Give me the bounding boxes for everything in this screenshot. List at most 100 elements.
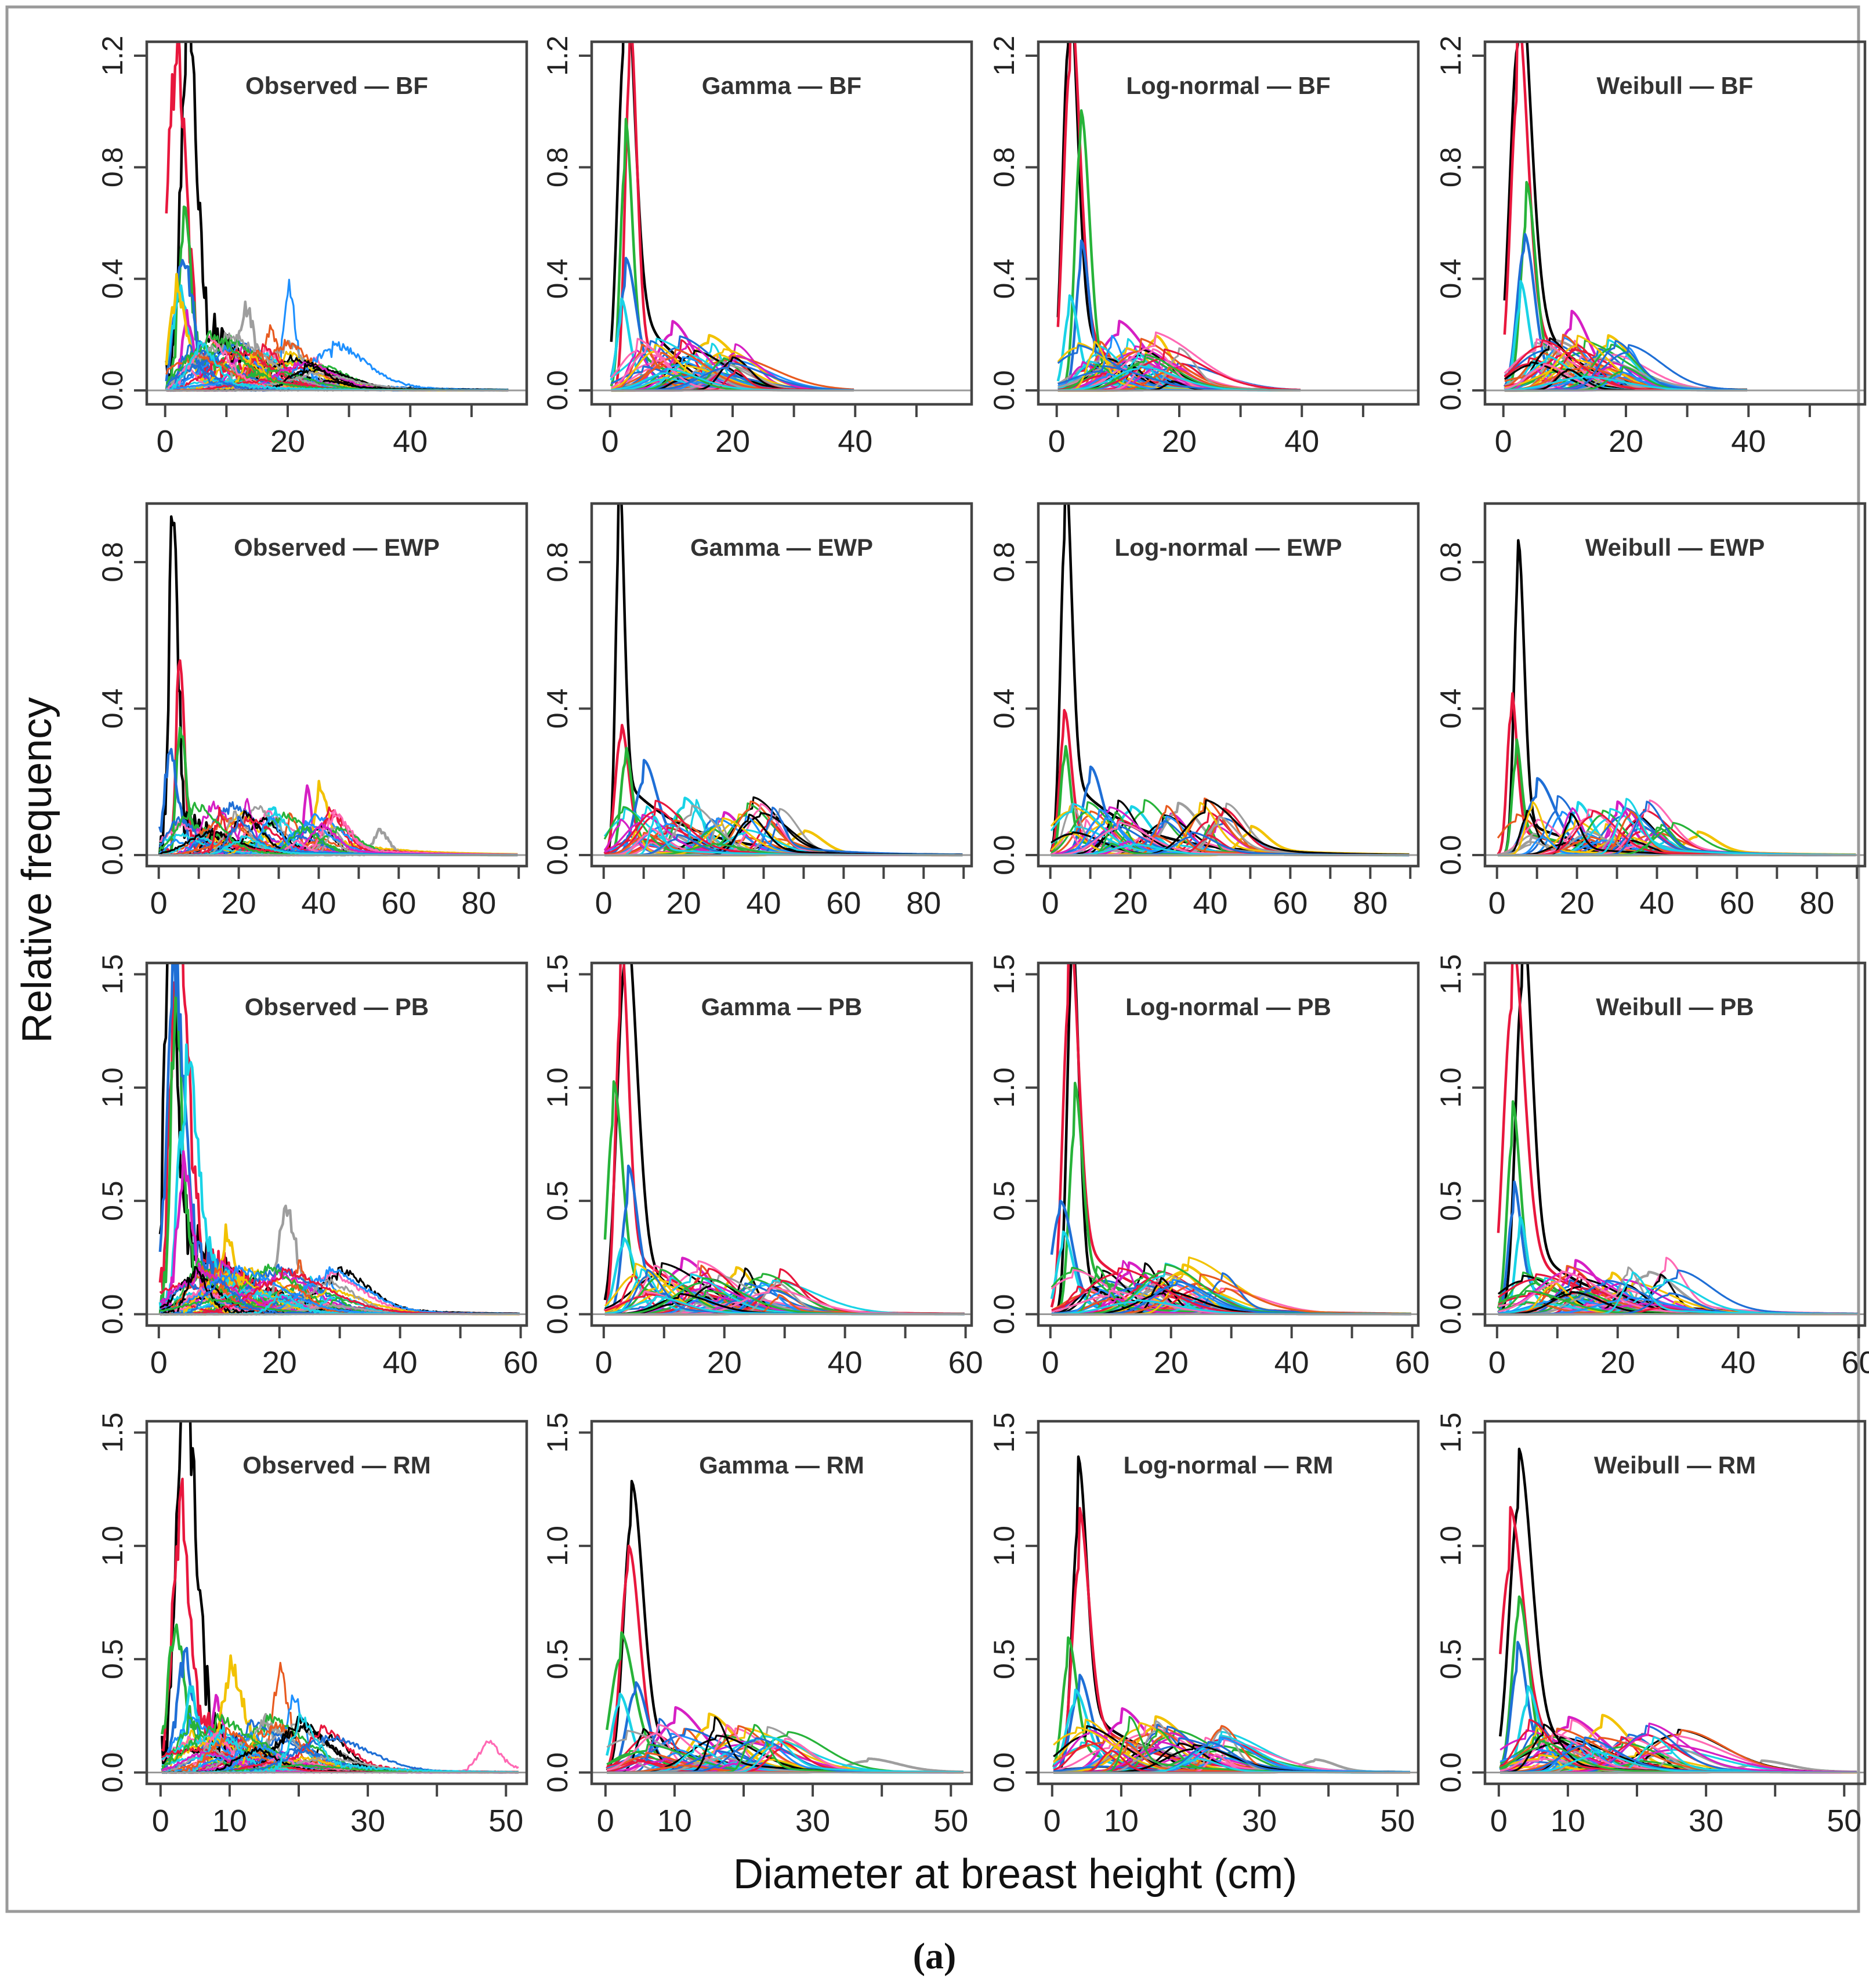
y-tick-label: 0.0: [1435, 370, 1467, 411]
x-tick-label: 20: [707, 1345, 742, 1380]
plot-frame: [1483, 40, 1867, 406]
series-line: [1504, 180, 1747, 392]
x-tick-label: 50: [488, 1804, 523, 1838]
y-tick-label: 0.8: [988, 147, 1020, 188]
x-tick-label: 50: [1827, 1804, 1861, 1838]
series-line: [1497, 963, 1858, 1316]
x-tick-label: 10: [1551, 1804, 1585, 1838]
x-tick-label: 80: [461, 886, 496, 921]
y-tick-label: 0.0: [1435, 1752, 1467, 1793]
plot-frame: [590, 502, 973, 868]
series-group: [1052, 1455, 1410, 1774]
y-tick-label: 0.4: [1435, 689, 1467, 729]
figure-caption: (a): [912, 1935, 957, 1976]
chart-panel: 0 10 30 50 0.0 0.5 1.0 1.5 Gamma — RM: [541, 1413, 973, 1838]
panel-title: Gamma — BF: [702, 72, 861, 99]
x-tick-label: 0: [602, 424, 619, 459]
x-tick-label: 40: [383, 1345, 418, 1380]
plot-frame: [1037, 1420, 1420, 1786]
x-tick-label: 60: [1842, 1345, 1869, 1380]
series-line: [603, 1080, 965, 1316]
series-line: [1498, 963, 1858, 1315]
x-tick-label: 30: [1689, 1804, 1723, 1838]
y-tick-label: 0.4: [96, 689, 129, 729]
plot-frame: [1483, 961, 1867, 1327]
plot-frame: [145, 502, 528, 868]
x-tick-label: 50: [1380, 1804, 1415, 1838]
series-group: [603, 963, 965, 1316]
x-tick-label: 40: [746, 886, 781, 921]
y-tick-label: 0.8: [1435, 542, 1467, 582]
series-group: [1503, 42, 1748, 392]
series-line: [1503, 42, 1748, 392]
series-line: [158, 963, 520, 1315]
x-tick-label: 20: [1113, 886, 1148, 921]
x-tick-label: 40: [1274, 1345, 1309, 1380]
y-tick-label: 0.0: [96, 1752, 129, 1793]
plot-frame: [590, 40, 973, 406]
y-tick-label: 1.0: [988, 1067, 1020, 1108]
y-tick-label: 1.5: [988, 1413, 1020, 1453]
series-line: [160, 1421, 519, 1774]
x-tick-label: 80: [1799, 886, 1834, 921]
panel-title: Log-normal — EWP: [1115, 534, 1342, 561]
x-tick-label: 0: [1042, 886, 1059, 921]
y-tick-label: 0.5: [541, 1181, 574, 1221]
y-tick-label: 0.5: [1435, 1639, 1467, 1679]
x-tick-label: 40: [1731, 424, 1766, 459]
x-tick-label: 10: [1104, 1804, 1139, 1838]
series-line: [1498, 539, 1856, 857]
series-group: [610, 42, 854, 392]
plot-frame: [1037, 961, 1420, 1327]
x-tick-label: 20: [270, 424, 305, 459]
chart-panel: 0 20 40 0.0 0.4 0.8 1.2 Observed — BF: [96, 35, 528, 459]
series-line: [604, 759, 963, 857]
x-tick-label: 40: [301, 886, 336, 921]
x-tick-label: 60: [826, 886, 861, 921]
series-line: [603, 963, 965, 1316]
plot-frame: [1037, 502, 1420, 868]
x-tick-label: 60: [1395, 1345, 1430, 1380]
y-tick-label: 0.0: [96, 835, 129, 875]
plot-frame: [590, 961, 973, 1327]
y-tick-label: 0.0: [541, 1752, 574, 1793]
y-tick-label: 0.0: [988, 835, 1020, 875]
x-tick-label: 10: [212, 1804, 247, 1838]
y-tick-label: 0.0: [988, 1752, 1020, 1793]
panel-title: Log-normal — BF: [1126, 72, 1330, 99]
y-tick-label: 0.0: [541, 370, 574, 411]
x-tick-label: 20: [222, 886, 256, 921]
plot-frame: [1037, 40, 1420, 406]
panel-title: Observed — PB: [245, 993, 429, 1020]
panels: 0 20 40 0.0 0.4 0.8 1.2 Observed — BF 0 20 40 0.0 0.…: [96, 35, 1869, 1838]
y-tick-label: 0.8: [96, 542, 129, 582]
series-line: [606, 1479, 964, 1774]
panel-title: Gamma — EWP: [690, 534, 873, 561]
x-tick-label: 20: [1162, 424, 1197, 459]
x-tick-label: 0: [595, 1345, 613, 1380]
panel-title: Log-normal — PB: [1125, 993, 1331, 1020]
x-tick-label: 0: [595, 886, 613, 921]
series-group: [1497, 963, 1858, 1316]
y-tick-label: 1.5: [1435, 1413, 1467, 1453]
x-tick-label: 0: [1495, 424, 1512, 459]
y-tick-label: 1.2: [988, 35, 1020, 76]
plot-frame: [1483, 1420, 1867, 1786]
chart-panel: 0 20 40 0.0 0.4 0.8 1.2 Gamma — BF: [541, 35, 973, 459]
y-tick-label: 0.0: [96, 370, 129, 411]
panel-title: Gamma — PB: [701, 993, 863, 1020]
plot-frame: [590, 1420, 973, 1786]
panel-title: Weibull — PB: [1596, 993, 1754, 1020]
chart-panel: 0 20 40 60 80 0.0 0.4 0.8 Observed — EWP: [96, 502, 528, 921]
series-line: [610, 42, 854, 392]
series-line: [1050, 963, 1411, 1315]
chart-panel: 0 10 30 50 0.0 0.5 1.0 1.5 Weibull — RM: [1435, 1413, 1867, 1838]
series-group: [158, 515, 518, 857]
chart-panel: 0 10 30 50 0.0 0.5 1.0 1.5 Observed — RM: [96, 1413, 528, 1838]
chart-panel: 0 20 40 60 80 0.0 0.4 0.8 Weibull — EWP: [1435, 502, 1867, 921]
plot-frame: [145, 1420, 528, 1786]
y-tick-label: 0.8: [541, 147, 574, 188]
series-group: [1049, 504, 1410, 857]
y-tick-label: 1.2: [541, 35, 574, 76]
